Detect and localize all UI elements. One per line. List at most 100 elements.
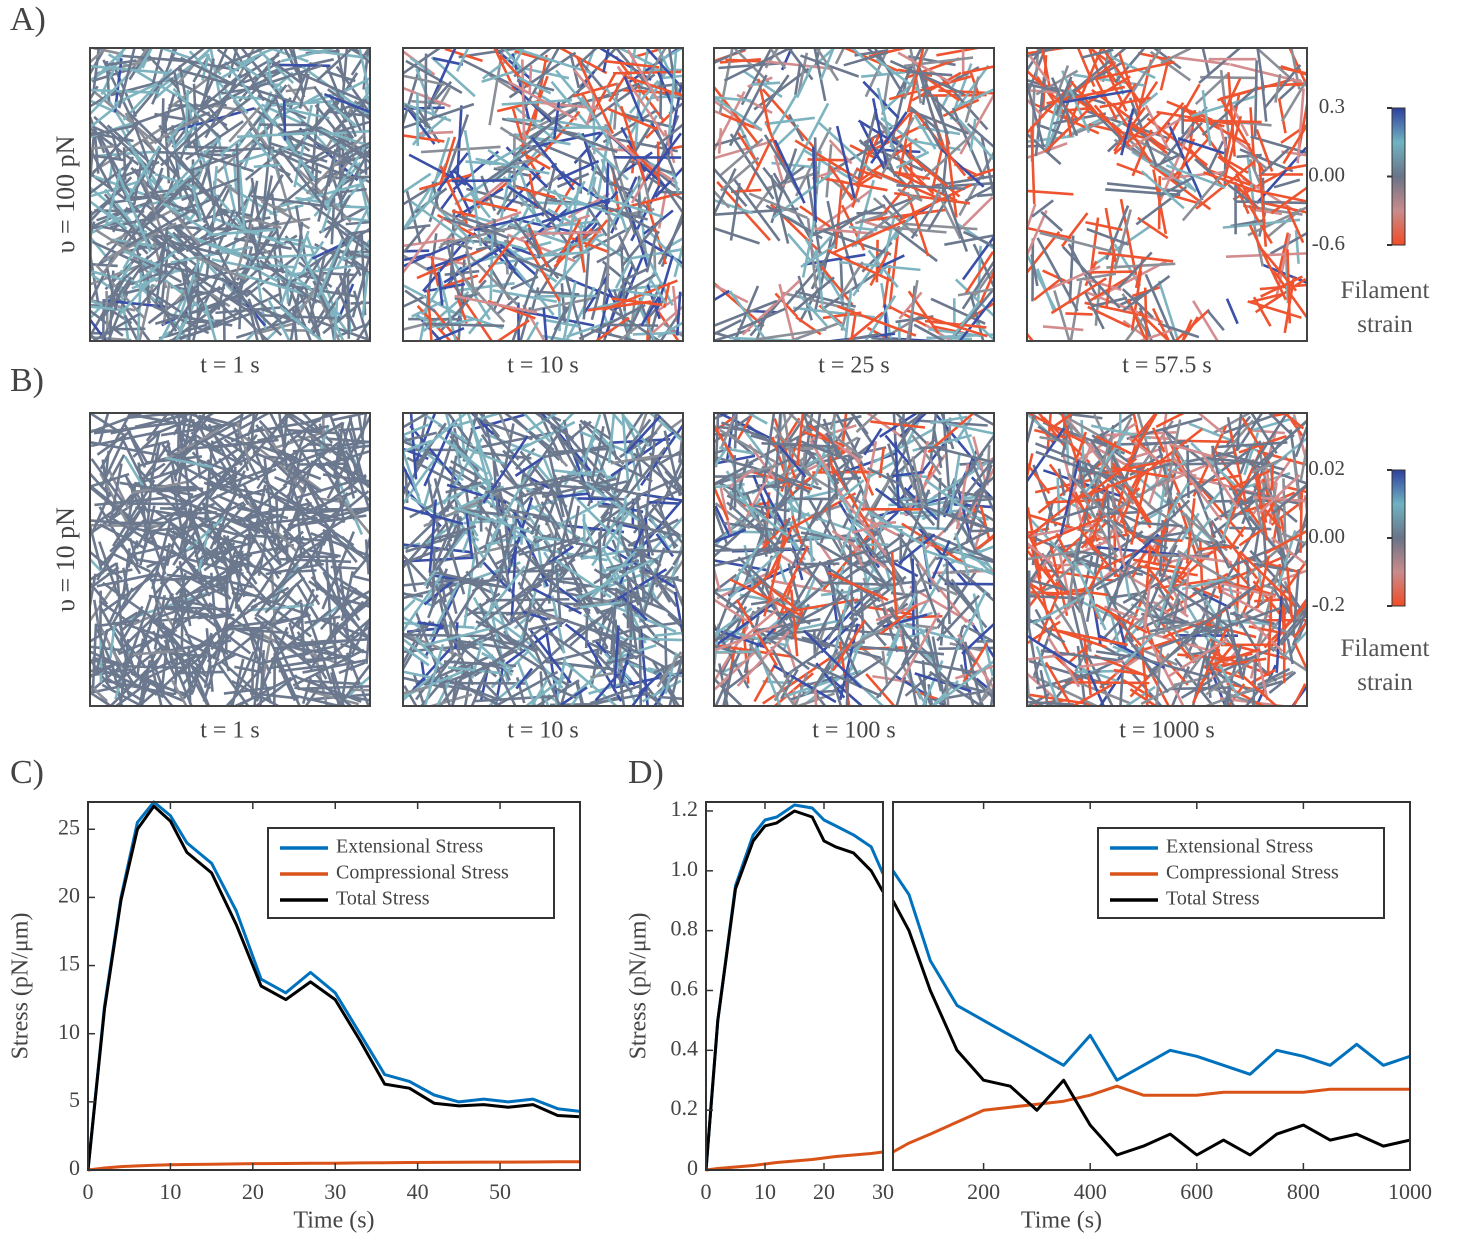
filament [1108,492,1110,571]
time-label: t = 1 s [200,718,260,744]
filament [1182,120,1262,122]
filament [1098,253,1173,262]
y-tick-label: 5 [69,1087,80,1112]
colorbar-label: Filament strain [1325,274,1445,342]
filament [1178,138,1224,153]
x-tick-label: 1000 [1388,1179,1432,1204]
row-label: υ = 10 pN [51,507,80,612]
x-tick-label: 20 [242,1179,264,1204]
y-axis-label: Stress (pN/μm) [8,913,34,1060]
filament [938,478,941,530]
filament [919,447,945,448]
filament [401,635,484,636]
filament [423,324,504,326]
filament [1248,301,1302,317]
filament [486,599,569,600]
filament-network [63,381,398,739]
filament [1286,684,1305,721]
filament [731,190,761,192]
legend-label: Compressional Stress [1166,862,1339,884]
filament [586,616,587,648]
filament [1145,288,1147,359]
filament [425,54,426,127]
legend-label: Total Stress [336,888,430,910]
filament [812,472,882,473]
time-label: t = 1 s [200,353,260,379]
time-label: t = 10 s [507,353,579,379]
legend-label: Extensional Stress [336,836,483,858]
filament [704,158,746,206]
filament [1247,561,1249,607]
x-tick-label: 800 [1287,1179,1320,1204]
filament [1029,24,1055,89]
filament [331,567,360,569]
filament [657,192,703,193]
filament [125,425,148,464]
filament [553,449,611,452]
panel-label: C) [10,754,44,791]
y-tick-label: 20 [58,882,80,907]
filament [346,222,371,224]
series-line [706,805,883,1170]
filament [711,227,759,243]
filament [719,128,721,153]
filament [1130,689,1176,719]
panel-label: A) [10,1,46,38]
legend-label: Total Stress [1166,888,1260,910]
y-tick-label: 0.4 [671,1035,699,1060]
filament-network [681,28,1028,369]
filament [735,402,737,449]
legend-label: Compressional Stress [336,862,509,884]
filament [124,147,125,180]
y-tick-label: 25 [58,814,80,839]
colorbar-tick-label: 0.00 [1308,162,1345,186]
filament [810,537,812,562]
filament [418,132,453,134]
legend-label: Extensional Stress [1166,836,1313,858]
filament [151,332,171,348]
filament [1025,251,1056,310]
filament [1065,313,1092,314]
filament [452,180,511,181]
filament [599,532,602,605]
y-tick-label: 15 [58,951,80,976]
filament [890,499,930,500]
filament [608,214,609,289]
y-tick-label: 0.2 [671,1095,699,1120]
filament [679,652,759,653]
x-tick-label: 40 [407,1179,429,1204]
y-tick-label: 0.6 [671,976,699,1001]
x-tick-label: 20 [813,1179,835,1204]
filament [1085,222,1122,230]
filament [607,161,609,215]
filament [1015,319,1047,358]
x-tick-label: 0 [83,1179,94,1204]
filament [1022,457,1050,494]
filament [214,166,217,197]
filament [977,641,1003,642]
colorbar-tick-label: -0.2 [1312,592,1345,616]
filament [1187,445,1188,498]
filament [1296,230,1299,264]
filament [530,65,531,92]
time-label: t = 1000 s [1119,718,1215,744]
filament-network [380,17,713,382]
filament [947,682,949,722]
y-axis-label: Stress (pN/μm) [626,913,652,1060]
colorbar-tick-label: 0.00 [1308,524,1345,548]
filament [654,631,702,636]
filament-network [371,380,715,740]
time-label: t = 57.5 s [1122,353,1212,379]
filament [254,165,281,167]
filament [351,302,387,303]
series-line [706,1152,883,1170]
filament [834,407,835,441]
filament [178,429,179,470]
x-axis-label: Time (s) [1021,1208,1102,1234]
filament [701,291,729,308]
filament-network [57,18,403,379]
y-tick-label: 0 [69,1155,80,1180]
colorbar [1392,470,1405,606]
